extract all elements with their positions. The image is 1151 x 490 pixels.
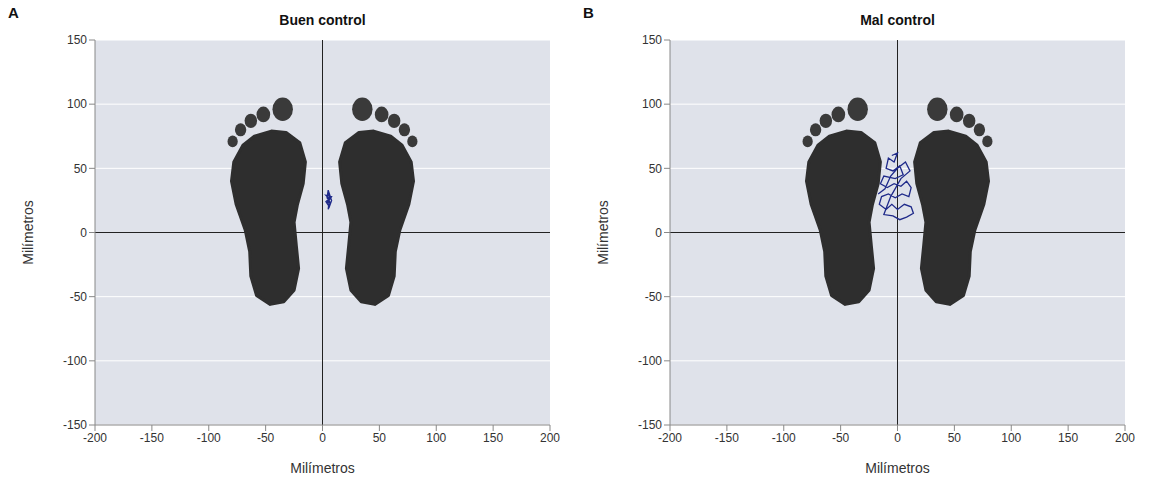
- svg-text:200: 200: [540, 431, 560, 445]
- svg-text:0: 0: [655, 226, 662, 240]
- svg-text:-100: -100: [638, 354, 662, 368]
- svg-text:100: 100: [1001, 431, 1021, 445]
- svg-text:150: 150: [642, 33, 662, 47]
- svg-text:Milímetros: Milímetros: [865, 460, 930, 476]
- svg-text:-200: -200: [658, 431, 682, 445]
- svg-text:150: 150: [1058, 431, 1078, 445]
- html-text:B: B: [583, 4, 594, 21]
- svg-text:-50: -50: [257, 431, 275, 445]
- svg-text:-150: -150: [715, 431, 739, 445]
- svg-text:50: 50: [373, 431, 387, 445]
- svg-text:-100: -100: [772, 431, 796, 445]
- svg-text:Milímetros: Milímetros: [595, 200, 611, 265]
- html-text:Buen control: Buen control: [279, 12, 366, 28]
- svg-text:50: 50: [649, 162, 663, 176]
- svg-text:50: 50: [74, 162, 88, 176]
- svg-text:-150: -150: [638, 418, 662, 432]
- svg-text:-50: -50: [70, 290, 88, 304]
- svg-text:50: 50: [948, 431, 962, 445]
- html-text:A: A: [8, 4, 19, 21]
- svg-text:Milímetros: Milímetros: [290, 460, 355, 476]
- svg-text:-150: -150: [63, 418, 87, 432]
- svg-text:150: 150: [67, 33, 87, 47]
- svg-text:-200: -200: [83, 431, 107, 445]
- svg-text:-150: -150: [140, 431, 164, 445]
- svg-text:100: 100: [426, 431, 446, 445]
- svg-text:-50: -50: [832, 431, 850, 445]
- svg-text:150: 150: [483, 431, 503, 445]
- svg-text:0: 0: [319, 431, 326, 445]
- svg-text:-100: -100: [63, 354, 87, 368]
- svg-text:0: 0: [894, 431, 901, 445]
- svg-text:100: 100: [642, 97, 662, 111]
- svg-text:0: 0: [80, 226, 87, 240]
- html-text:Mal control: Mal control: [860, 12, 935, 28]
- svg-text:Milímetros: Milímetros: [20, 200, 36, 265]
- svg-text:-50: -50: [645, 290, 663, 304]
- svg-text:-100: -100: [197, 431, 221, 445]
- svg-text:200: 200: [1115, 431, 1135, 445]
- svg-text:100: 100: [67, 97, 87, 111]
